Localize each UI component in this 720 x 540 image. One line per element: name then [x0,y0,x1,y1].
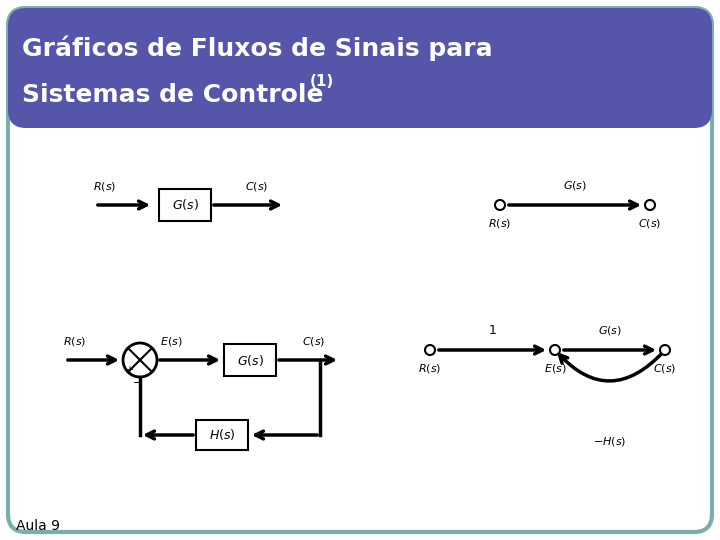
Circle shape [495,200,505,210]
Text: Sistemas de Controle: Sistemas de Controle [22,83,323,107]
Text: $E(s)$: $E(s)$ [544,362,567,375]
Text: $C(s)$: $C(s)$ [245,180,269,193]
Text: $G(s)$: $G(s)$ [598,324,622,337]
Text: $R(s)$: $R(s)$ [93,180,117,193]
Text: $H(s)$: $H(s)$ [209,428,235,442]
FancyArrowPatch shape [559,352,663,381]
Circle shape [123,343,157,377]
FancyBboxPatch shape [159,189,211,221]
Text: Gráficos de Fluxos de Sinais para: Gráficos de Fluxos de Sinais para [22,35,492,60]
Text: $C(s)$: $C(s)$ [639,217,662,230]
Text: $E(s)$: $E(s)$ [160,335,183,348]
Circle shape [645,200,655,210]
FancyBboxPatch shape [224,344,276,376]
Circle shape [425,345,435,355]
Text: $G(s)$: $G(s)$ [171,198,199,213]
Text: +: + [125,365,133,375]
Text: $G(s)$: $G(s)$ [563,179,587,192]
Text: $-H(s)$: $-H(s)$ [593,435,626,448]
Text: $R(s)$: $R(s)$ [63,335,86,348]
FancyBboxPatch shape [8,8,712,128]
Text: $C(s)$: $C(s)$ [653,362,677,375]
Text: $R(s)$: $R(s)$ [488,217,512,230]
Text: (1): (1) [310,75,334,90]
Text: $G(s)$: $G(s)$ [237,353,264,368]
Text: $C(s)$: $C(s)$ [302,335,325,348]
FancyBboxPatch shape [8,8,712,532]
Text: $R(s)$: $R(s)$ [418,362,441,375]
FancyBboxPatch shape [196,420,248,450]
Circle shape [550,345,560,355]
Text: Aula 9: Aula 9 [16,519,60,533]
Circle shape [660,345,670,355]
Text: $1$: $1$ [488,324,497,337]
Text: −: − [133,378,143,388]
